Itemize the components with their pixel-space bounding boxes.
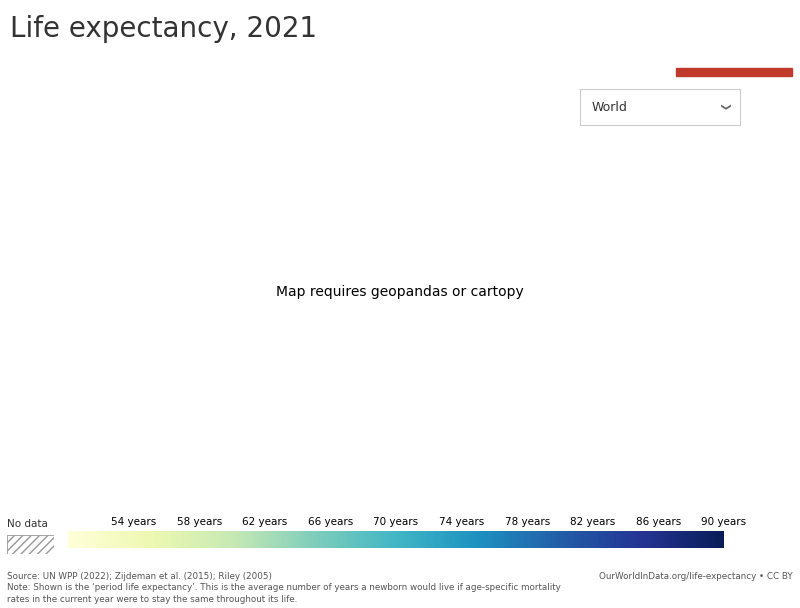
Text: in Data: in Data <box>710 45 758 58</box>
Text: OurWorldInData.org/life-expectancy • CC BY: OurWorldInData.org/life-expectancy • CC … <box>599 572 793 581</box>
Text: Map requires geopandas or cartopy: Map requires geopandas or cartopy <box>276 285 524 299</box>
Bar <box>676 68 792 76</box>
Text: No data: No data <box>7 519 48 529</box>
Text: ❯: ❯ <box>718 103 729 111</box>
Text: Our World: Our World <box>701 24 767 36</box>
Text: Source: UN WPP (2022); Zijdeman et al. (2015); Riley (2005)
Note: Shown is the ‘: Source: UN WPP (2022); Zijdeman et al. (… <box>7 572 561 604</box>
Text: World: World <box>591 100 627 114</box>
Text: Life expectancy, 2021: Life expectancy, 2021 <box>10 15 317 43</box>
